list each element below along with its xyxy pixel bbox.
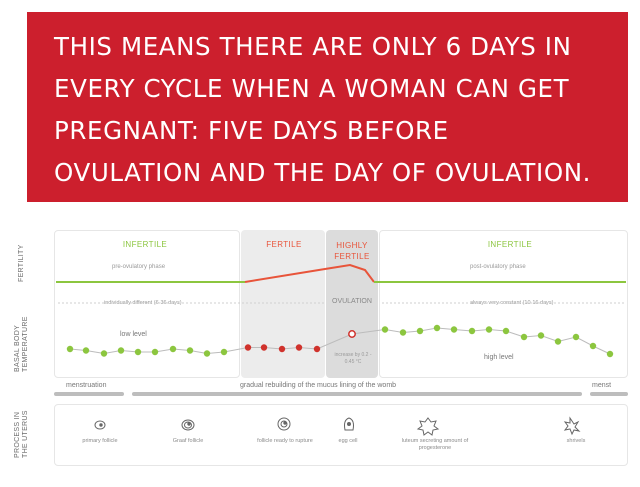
low-temp-dot bbox=[220, 348, 228, 356]
corpus-luteum-icon bbox=[416, 417, 440, 436]
high-temp-dot bbox=[554, 338, 562, 345]
headline-line-4: OVULATION AND THE DAY OF OVULATION. bbox=[54, 158, 592, 187]
temperature-line bbox=[69, 327, 611, 355]
high-temp-dot bbox=[572, 333, 580, 341]
low-temp-dot bbox=[100, 350, 108, 357]
infertile-title-right: INFERTILE bbox=[487, 240, 533, 249]
infertile-panel-right bbox=[379, 230, 628, 378]
rebuilding-label: gradual rebuilding of the mucus lining o… bbox=[240, 382, 397, 389]
menstruation-label-end: menst bbox=[592, 382, 612, 389]
process-label-1: primary follicle bbox=[82, 438, 118, 444]
low-level-label: low level bbox=[120, 331, 147, 338]
low-temp-dot bbox=[66, 345, 74, 353]
rupturing-follicle-icon bbox=[277, 417, 291, 431]
post-ovulatory-label: post-ovulatory phase bbox=[470, 264, 526, 270]
headline-line-2: EVERY CYCLE WHEN A WOMAN CAN GET bbox=[54, 74, 570, 103]
menstruation-label-start: menstruation bbox=[66, 382, 107, 389]
ovulation-label: OVULATION bbox=[332, 298, 372, 305]
fertile-panel bbox=[241, 230, 325, 378]
highly-fertile-panel bbox=[326, 230, 378, 378]
ovulation-temp-note: increase by 0.2 - 0.45 °C bbox=[334, 352, 372, 365]
high-level-label: high level bbox=[484, 354, 514, 361]
low-temp-dot bbox=[186, 347, 194, 354]
process-panel bbox=[54, 404, 628, 466]
high-temp-dot bbox=[416, 327, 424, 335]
egg-cell-icon bbox=[344, 417, 354, 431]
fertile-temp-dot bbox=[313, 345, 321, 353]
menstruation-bar-start bbox=[54, 392, 124, 396]
fertile-temp-dot bbox=[278, 345, 286, 353]
low-temp-dot bbox=[134, 348, 142, 356]
high-temp-dot bbox=[433, 324, 441, 332]
fertile-temp-dot bbox=[260, 344, 268, 351]
high-temp-dot bbox=[381, 326, 389, 333]
highly-fertile-title: HIGHLY FERTILE bbox=[334, 241, 370, 261]
temperature-series bbox=[66, 324, 614, 358]
low-temp-dot bbox=[203, 350, 211, 357]
process-label-3: follicle ready to rupture bbox=[257, 438, 313, 444]
high-temp-dot bbox=[450, 326, 458, 333]
primary-follicle-icon bbox=[94, 420, 106, 430]
process-label-2: Graaf follicle bbox=[172, 438, 204, 444]
shrivelled-luteum-icon bbox=[563, 416, 581, 436]
low-temp-dot bbox=[169, 345, 177, 353]
rebuilding-bar bbox=[132, 392, 582, 396]
graaf-follicle-icon bbox=[181, 419, 195, 431]
low-temp-dot bbox=[117, 347, 125, 354]
headline-banner: THIS MEANS THERE ARE ONLY 6 DAYS IN EVER… bbox=[27, 12, 628, 202]
high-temp-dot bbox=[485, 326, 493, 333]
high-temp-dot bbox=[399, 329, 407, 336]
ovulation-temp-dot bbox=[348, 330, 356, 338]
pre-ovulatory-label: pre-ovulatory phase bbox=[112, 264, 166, 270]
menstruation-bar-end bbox=[590, 392, 628, 396]
fertile-temp-dot bbox=[295, 344, 303, 351]
high-temp-dot bbox=[468, 327, 476, 335]
headline-line-1: THIS MEANS THERE ARE ONLY 6 DAYS IN bbox=[54, 32, 572, 61]
infertile-title-left: INFERTILE bbox=[122, 240, 168, 249]
fertile-title: FERTILE bbox=[266, 240, 302, 249]
high-temp-dot bbox=[520, 333, 528, 341]
fertile-temp-dot bbox=[244, 344, 252, 351]
high-temp-dot bbox=[589, 342, 597, 350]
low-temp-dot bbox=[151, 348, 159, 356]
headline-line-3: PREGNANT: FIVE DAYS BEFORE bbox=[54, 116, 449, 145]
high-temp-dot bbox=[606, 350, 614, 358]
high-temp-dot bbox=[537, 332, 545, 339]
process-label-6: shrivels bbox=[566, 438, 586, 444]
process-label-5: luteum secreting amount of progesterone bbox=[401, 438, 469, 451]
fertile-line bbox=[244, 263, 375, 283]
process-label-4: egg cell bbox=[338, 438, 358, 444]
high-temp-dot bbox=[502, 327, 510, 335]
low-temp-dot bbox=[82, 347, 90, 354]
